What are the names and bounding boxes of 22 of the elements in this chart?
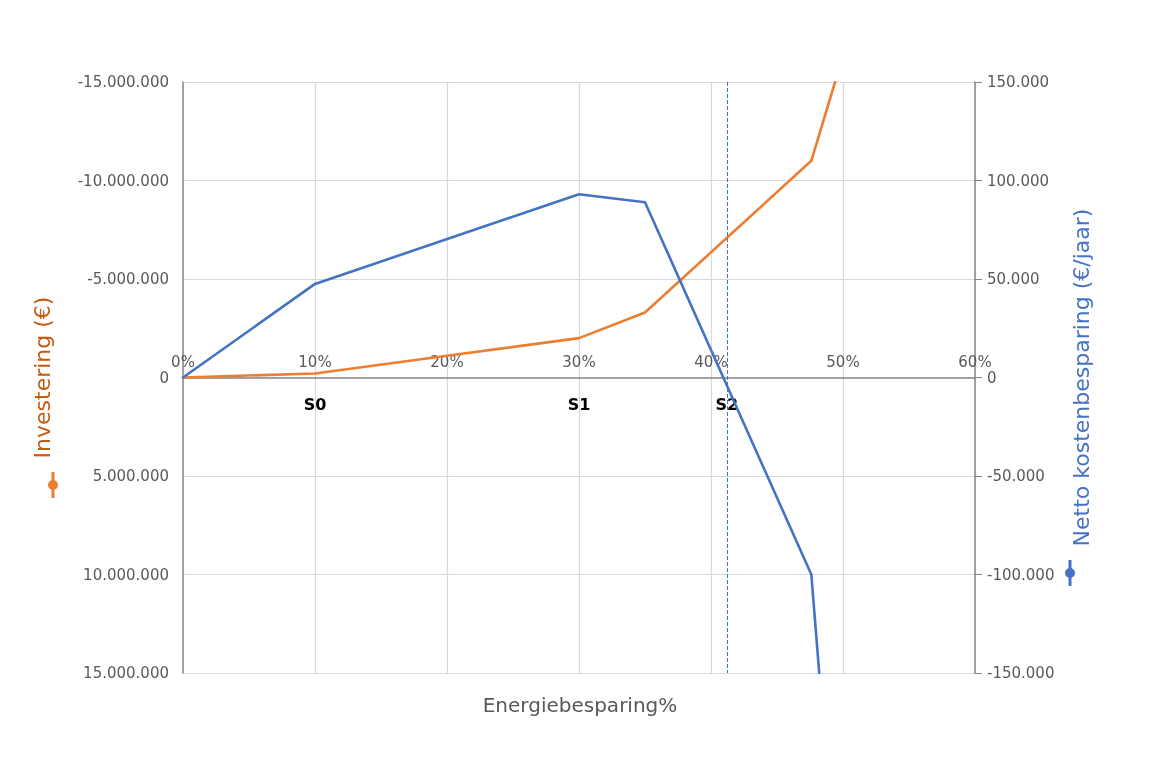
y-tick-label: 10.000.000: [83, 565, 169, 584]
y-tick-label: 5.000.000: [92, 467, 169, 485]
y2-tick-label: 50.000: [987, 270, 1040, 288]
y-tick-label: 0: [159, 368, 169, 387]
y-tick-label: -5.000.000: [87, 270, 169, 288]
y2-tick-label: -150.000: [987, 664, 1055, 682]
x-axis-title: Energiebesparing%: [482, 693, 678, 717]
x-tick-label: 10%: [298, 353, 332, 371]
y2-tick-label: 150.000: [987, 73, 1050, 91]
y2-tick-label: 100.000: [987, 171, 1050, 190]
y2-tick-label: 0: [987, 368, 997, 387]
x-tick-label: 50%: [826, 353, 860, 371]
y-axis-title: Investering (€): [29, 296, 55, 459]
y2-tick-label: -50.000: [987, 467, 1045, 485]
y-tick-label: 15.000.000: [83, 664, 169, 682]
y-tick-label: -10.000.000: [77, 171, 169, 190]
y-tick-label: -15.000.000: [77, 73, 169, 91]
x-tick-label: 30%: [562, 353, 596, 371]
y2-axis-title: Netto kostenbesparing (€/jaar): [1068, 208, 1094, 547]
annotation: S1: [567, 395, 591, 414]
y2-tick-label: -100.000: [987, 565, 1055, 584]
annotation: S0: [303, 395, 327, 414]
